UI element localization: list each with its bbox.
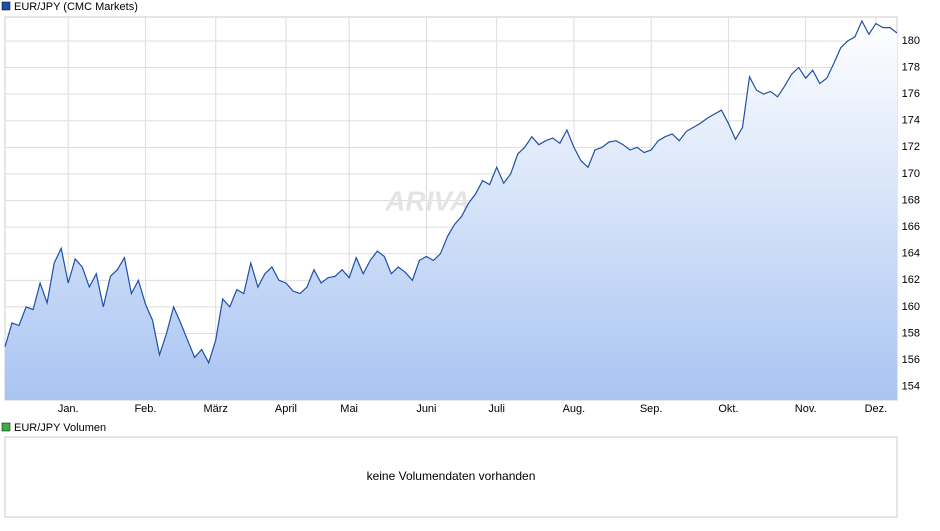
y-tick-label: 174 (902, 115, 920, 127)
y-tick-label: 172 (902, 141, 920, 153)
legend-label: EUR/JPY Volumen (14, 422, 106, 434)
x-tick-label: Nov. (795, 403, 817, 415)
x-tick-label: Juli (488, 403, 505, 415)
y-tick-label: 166 (902, 221, 920, 233)
x-tick-label: Juni (416, 403, 436, 415)
y-tick-label: 170 (902, 168, 920, 180)
x-tick-label: Sep. (640, 403, 663, 415)
legend-label: EUR/JPY (CMC Markets) (14, 1, 138, 13)
legend-swatch (1, 1, 11, 11)
legend-swatch (1, 422, 11, 432)
x-tick-label: Feb. (134, 403, 156, 415)
price-line (4, 19, 898, 365)
x-tick-label: Dez. (865, 403, 888, 415)
y-tick-label: 164 (902, 248, 920, 260)
y-tick-label: 176 (902, 88, 920, 100)
x-tick-label: Jan. (58, 403, 79, 415)
y-tick-label: 158 (902, 327, 920, 339)
x-tick-label: Mai (340, 403, 358, 415)
y-tick-label: 178 (902, 61, 920, 73)
y-tick-label: 160 (902, 301, 920, 313)
x-tick-label: Okt. (718, 403, 738, 415)
y-tick-label: 154 (902, 381, 920, 393)
y-tick-label: 156 (902, 354, 920, 366)
y-tick-label: 180 (902, 35, 920, 47)
x-tick-label: März (203, 403, 227, 415)
y-tick-label: 168 (902, 194, 920, 206)
x-tick-label: April (275, 403, 297, 415)
volume-message: keine Volumendaten vorhanden (367, 469, 536, 483)
y-tick-label: 162 (902, 274, 920, 286)
volume-frame (4, 436, 898, 518)
x-tick-label: Aug. (563, 403, 586, 415)
